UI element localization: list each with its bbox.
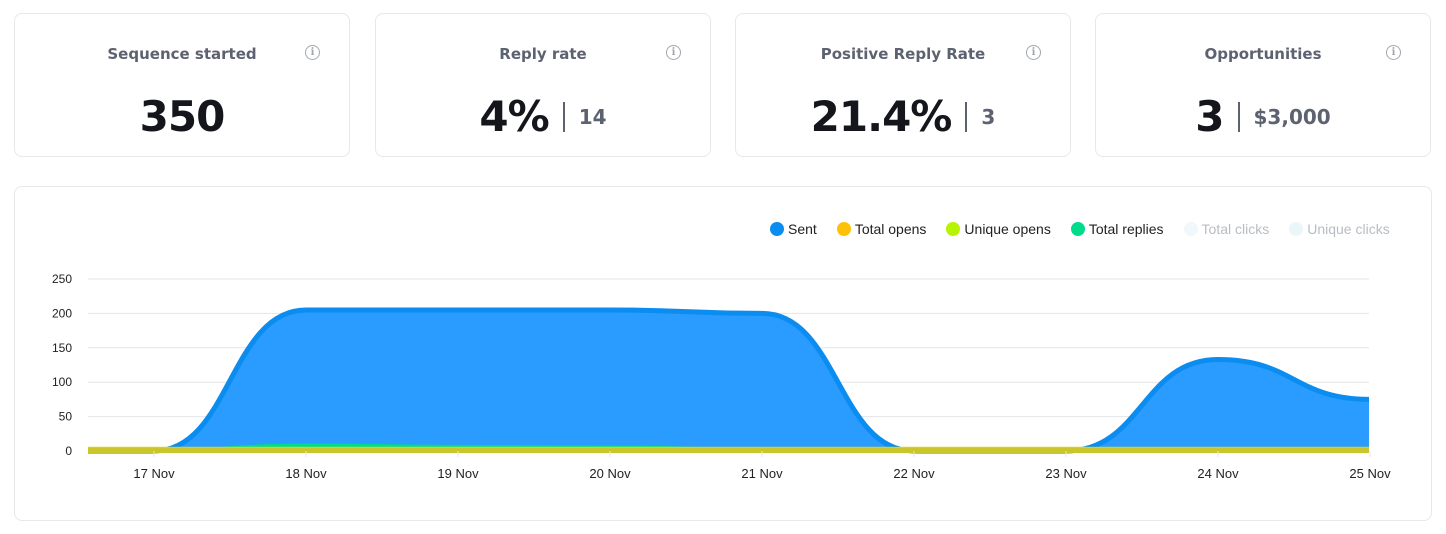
legend-label: Sent [788,221,817,237]
stat-card: Reply rate i 4% 14 [375,13,711,157]
legend-item[interactable]: Total opens [836,221,927,237]
stat-card: Sequence started i 350 [14,13,350,157]
card-subvalue: 3 [981,104,996,129]
card-title: Opportunities [1204,45,1322,63]
card-value: 4% [479,92,549,141]
divider [965,101,968,132]
legend-label: Unique opens [964,221,1051,237]
divider [562,101,565,132]
legend-label: Unique clicks [1307,221,1390,237]
legend-item[interactable]: Total replies [1070,221,1164,237]
info-icon[interactable]: i [1026,45,1041,60]
legend-dot-icon [1183,222,1198,236]
legend-dot-icon [770,222,784,236]
legend-label: Total opens [854,221,927,237]
legend-item[interactable]: Sent [770,221,817,237]
stat-card: Positive Reply Rate i 21.4% 3 [735,13,1071,157]
legend-item[interactable]: Total clicks [1183,221,1270,237]
legend-label: Total clicks [1201,221,1270,237]
legend-item[interactable]: Unique opens [946,221,1051,237]
info-icon[interactable]: i [305,45,320,60]
legend-dot-icon [946,222,961,236]
stat-card: Opportunities i 3 $3,000 [1095,13,1431,157]
chart-legend: Sent Total opens Unique opens Total replies… [770,221,1390,237]
divider [1237,101,1240,132]
chart-card [14,186,1432,521]
info-icon[interactable]: i [666,45,681,60]
card-title: Positive Reply Rate [820,45,986,63]
card-subvalue: 14 [578,104,607,129]
card-value: 350 [139,92,226,141]
card-subvalue: $3,000 [1253,104,1331,129]
legend-item[interactable]: Unique clicks [1289,221,1390,237]
card-value: 21.4% [810,92,953,141]
card-title: Sequence started [107,45,257,63]
info-icon[interactable]: i [1386,45,1401,60]
legend-dot-icon [1289,222,1304,236]
legend-label: Total replies [1088,221,1164,237]
card-value: 3 [1195,92,1224,141]
legend-dot-icon [836,222,851,236]
card-title: Reply rate [499,45,587,63]
legend-dot-icon [1070,222,1085,236]
